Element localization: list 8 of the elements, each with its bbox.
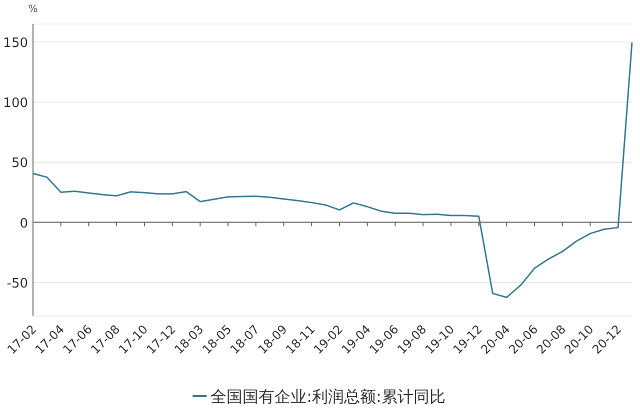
line-series xyxy=(32,42,633,298)
y-axis-title: % xyxy=(28,4,38,15)
legend-label: 全国国有企业:利润总额:累计同比 xyxy=(210,387,446,406)
y-tick-label: 0 xyxy=(20,216,28,232)
y-tick-label: 50 xyxy=(11,156,28,172)
y-tick-label: 100 xyxy=(3,96,28,112)
y-tick-label: -50 xyxy=(6,276,28,292)
y-tick-label: 150 xyxy=(3,36,28,52)
